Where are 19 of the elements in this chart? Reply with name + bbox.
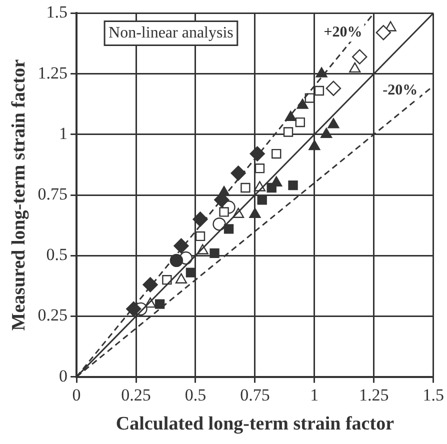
x-tick-label: 0 — [72, 385, 81, 404]
y-tick-label: 0.5 — [46, 245, 68, 264]
annotation: Non-linear analysis — [108, 24, 234, 42]
y-tick-label: 1.25 — [38, 63, 68, 82]
x-tick-label: 1.25 — [359, 385, 389, 404]
x-tick-label: 1 — [310, 385, 319, 404]
y-axis-title: Measured long-term strain factor — [8, 58, 30, 331]
annotation: +20% — [324, 24, 362, 40]
x-tick-label: 0.5 — [184, 385, 206, 404]
x-axis-title: Calculated long-term strain factor — [116, 414, 395, 435]
annotation: -20% — [382, 82, 418, 99]
y-tick-label: 0 — [59, 366, 68, 386]
x-tick-label: 0.75 — [240, 385, 270, 404]
x-tick-label: 0.25 — [121, 385, 151, 404]
y-tick-label: 0.75 — [38, 184, 68, 204]
y-tick-label: 0.25 — [38, 306, 68, 325]
y-tick-label: 1 — [59, 124, 68, 143]
y-tick-label: 1.5 — [46, 2, 68, 22]
x-tick-label: 1.5 — [422, 385, 444, 404]
